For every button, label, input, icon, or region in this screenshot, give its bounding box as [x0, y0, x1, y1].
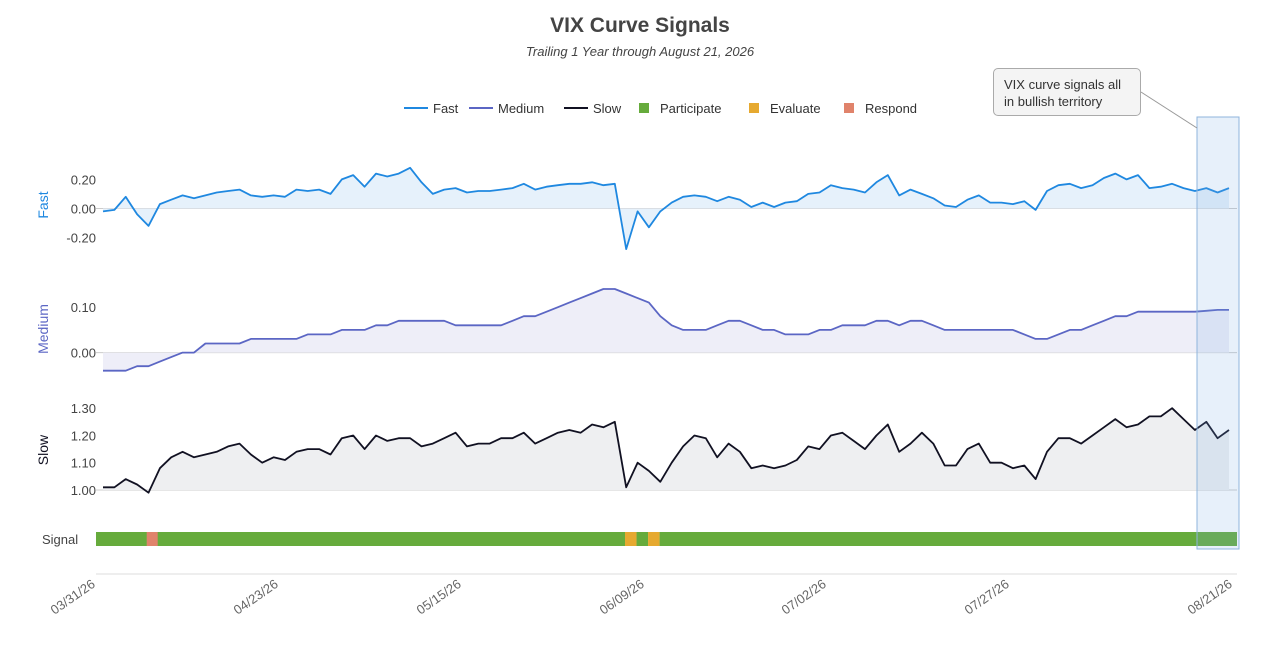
- medium-series-line: [103, 288, 1229, 372]
- legend-marker-evaluate: [749, 103, 759, 113]
- signal-segment-participate: [96, 532, 626, 546]
- medium-ytick-label: 0.10: [71, 300, 96, 315]
- x-tick-label: 07/27/26: [962, 576, 1012, 617]
- x-tick-label: 03/31/26: [48, 576, 98, 617]
- slow-ytick-label: 1.10: [71, 456, 96, 471]
- slow-panel: 1.30 1.20 1.10 1.00 Slow: [35, 401, 1237, 498]
- signal-segment-participate: [659, 532, 1237, 546]
- medium-area: [103, 289, 1229, 371]
- fast-ytick-label: 0.00: [71, 201, 96, 216]
- annotation-callout: VIX curve signals all in bullish territo…: [993, 68, 1141, 116]
- signal-label: Signal: [42, 532, 78, 547]
- legend: Fast Medium Slow Participate Evaluate Respond: [404, 101, 917, 116]
- legend-marker-participate: [639, 103, 649, 113]
- legend-label-slow: Slow: [593, 101, 622, 116]
- legend-label-respond: Respond: [865, 101, 917, 116]
- slow-ytick-label: 1.30: [71, 401, 96, 416]
- signal-segment-evaluate: [625, 532, 637, 546]
- x-tick-label: 04/23/26: [231, 576, 281, 617]
- legend-marker-respond: [844, 103, 854, 113]
- fast-area: [103, 167, 1229, 250]
- slow-area: [103, 408, 1229, 493]
- signal-segment-respond: [146, 532, 158, 546]
- signal-bar: Signal: [42, 532, 1237, 547]
- legend-label-fast: Fast: [433, 101, 459, 116]
- fast-ytick-label: -0.20: [66, 230, 96, 245]
- x-tick-label: 05/15/26: [414, 576, 464, 617]
- medium-ytick-label: 0.00: [71, 346, 96, 361]
- x-tick-label: 08/21/26: [1185, 576, 1235, 617]
- signal-segment-evaluate: [648, 532, 660, 546]
- chart-panels: 0.200.00-0.20Fast0.100.00Medium1.301.201…: [35, 166, 1237, 498]
- signal-segment-participate: [636, 532, 649, 546]
- medium-axis-title: Medium: [35, 304, 51, 354]
- slow-series-line: [103, 407, 1230, 494]
- legend-label-evaluate: Evaluate: [770, 101, 821, 116]
- fast-series-line: [102, 166, 1230, 251]
- slow-ytick-label: 1.00: [71, 483, 96, 498]
- x-tick-label: 06/09/26: [597, 576, 647, 617]
- legend-label-medium: Medium: [498, 101, 544, 116]
- fast-axis-title: Fast: [35, 191, 51, 218]
- chart-title: VIX Curve Signals: [550, 14, 730, 37]
- x-axis: 03/31/26 04/23/26 05/15/26 06/09/26 07/02/26…: [48, 573, 1237, 617]
- medium-panel: 0.10 0.00 Medium: [35, 288, 1237, 372]
- slow-ytick-label: 1.20: [71, 428, 96, 443]
- x-tick-label: 07/02/26: [779, 576, 829, 617]
- annotation-connector: [1140, 91, 1198, 129]
- chart-subtitle: Trailing 1 Year through August 21, 2026: [525, 44, 755, 59]
- fast-ytick-label: 0.20: [71, 172, 96, 187]
- slow-axis-title: Slow: [35, 434, 51, 465]
- legend-label-participate: Participate: [660, 101, 721, 116]
- highlight-box: [1196, 116, 1240, 550]
- recent-period-highlight: [1140, 91, 1240, 550]
- fast-panel: 0.20 0.00 -0.20 Fast: [35, 166, 1237, 251]
